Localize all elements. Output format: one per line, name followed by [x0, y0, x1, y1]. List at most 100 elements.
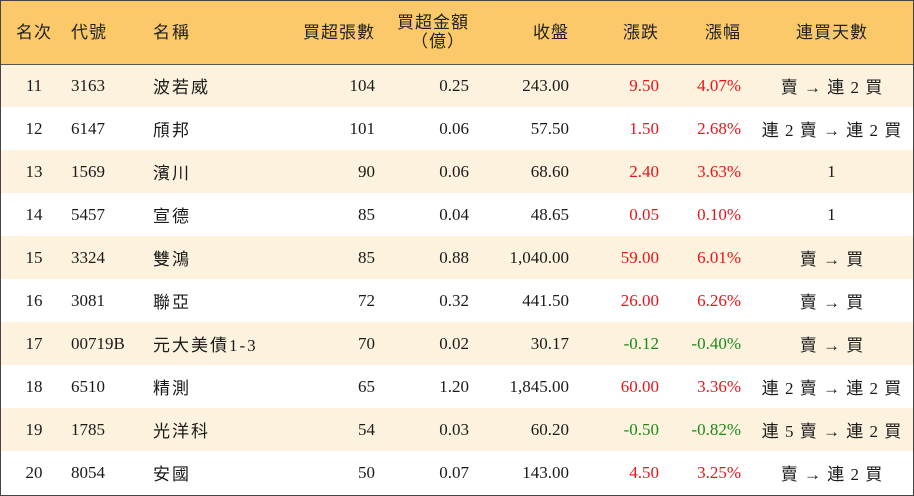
cell-net-lots: 72: [358, 290, 375, 310]
cell-pct: 6.26%: [697, 290, 741, 310]
cell-pct: -0.40%: [691, 333, 741, 353]
cell-name: 頎邦: [153, 121, 191, 140]
header-net-amount-line1: 買超金額: [397, 13, 469, 33]
cell-name: 波若威: [153, 78, 210, 98]
table-row: 17 00719B 元大美債1-3 70 0.02 30.17 -0.12 -0…: [1, 322, 913, 365]
cell-pct: 4.07%: [697, 75, 741, 95]
header-net-lots: 買超張數: [281, 1, 375, 65]
table-row: 15 3324 雙鴻 85 0.88 1,040.00 59.00 6.01% …: [1, 236, 913, 279]
cell-streak: 連 2 賣 → 連 2 買: [761, 121, 903, 140]
cell-streak: 賣 → 買: [799, 336, 865, 355]
table-row: 16 3081 聯亞 72 0.32 441.50 26.00 6.26% 賣 …: [1, 279, 913, 322]
cell-pct: 6.01%: [697, 247, 741, 267]
cell-net-amount: 0.88: [439, 247, 469, 267]
cell-streak: 連 5 賣 → 連 2 買: [761, 422, 903, 441]
cell-net-lots: 101: [349, 118, 376, 138]
cell-name: 聯亞: [153, 293, 191, 312]
cell-close: 30.17: [530, 333, 569, 353]
table-row: 12 6147 頎邦 101 0.06 57.50 1.50 2.68% 連 2…: [1, 107, 913, 150]
cell-streak: 賣 → 連 2 買: [780, 465, 884, 484]
cell-code: 6147: [71, 118, 105, 138]
cell-close: 441.50: [522, 290, 569, 310]
cell-code: 3081: [71, 290, 105, 310]
cell-name: 宣德: [153, 207, 191, 226]
cell-name: 安國: [153, 465, 191, 484]
cell-close: 1,040.00: [509, 247, 570, 267]
cell-change: -0.12: [623, 333, 659, 353]
header-name: 名稱: [147, 1, 281, 65]
table-row: 14 5457 宣德 85 0.04 48.65 0.05 0.10% 1: [1, 193, 913, 236]
table-row: 13 1569 濱川 90 0.06 68.60 2.40 3.63% 1: [1, 150, 913, 193]
cell-name: 精測: [153, 379, 191, 398]
cell-net-amount: 0.06: [439, 161, 469, 181]
header-code: 代號: [67, 1, 147, 65]
cell-streak: 賣 → 買: [799, 293, 865, 312]
cell-change: 9.50: [629, 75, 659, 95]
cell-net-lots: 104: [349, 75, 376, 95]
cell-net-amount: 0.07: [439, 462, 469, 482]
cell-rank: 16: [25, 290, 43, 310]
cell-streak: 連 2 賣 → 連 2 買: [761, 379, 903, 398]
cell-pct: 0.10%: [697, 204, 741, 224]
cell-rank: 11: [25, 75, 43, 95]
table-body: 11 3163 波若威 104 0.25 243.00 9.50 4.07% 賣…: [1, 64, 913, 494]
header-close: 收盤: [479, 1, 569, 65]
cell-close: 1,845.00: [509, 376, 570, 396]
table-row: 19 1785 光洋科 54 0.03 60.20 -0.50 -0.82% 連…: [1, 408, 913, 451]
cell-streak: 1: [827, 161, 837, 181]
cell-change: 0.05: [629, 204, 659, 224]
cell-name: 元大美債1-3: [153, 336, 258, 355]
cell-net-lots: 85: [358, 247, 375, 267]
table-row: 11 3163 波若威 104 0.25 243.00 9.50 4.07% 賣…: [1, 64, 913, 107]
cell-change: -0.50: [623, 419, 659, 439]
cell-net-lots: 70: [358, 333, 375, 353]
cell-streak: 1: [827, 204, 837, 224]
cell-close: 57.50: [530, 118, 569, 138]
cell-code: 3163: [71, 75, 105, 95]
header-change: 漲跌: [569, 1, 659, 65]
cell-name: 雙鴻: [153, 250, 191, 269]
cell-net-lots: 85: [358, 204, 375, 224]
cell-code: 00719B: [71, 333, 125, 353]
table-row: 20 8054 安國 50 0.07 143.00 4.50 3.25% 賣 →…: [1, 451, 913, 494]
cell-net-lots: 54: [358, 419, 375, 439]
cell-name: 光洋科: [153, 422, 210, 441]
cell-pct: 3.63%: [697, 161, 741, 181]
cell-net-amount: 0.02: [439, 333, 469, 353]
header-pct: 漲幅: [659, 1, 751, 65]
cell-close: 60.20: [530, 419, 569, 439]
cell-rank: 17: [25, 333, 43, 353]
cell-net-lots: 90: [358, 161, 375, 181]
cell-net-lots: 50: [358, 462, 375, 482]
cell-net-lots: 65: [358, 376, 375, 396]
cell-rank: 15: [25, 247, 43, 267]
cell-rank: 13: [25, 161, 43, 181]
cell-change: 1.50: [629, 118, 659, 138]
cell-code: 8054: [71, 462, 105, 482]
cell-pct: 3.25%: [697, 462, 741, 482]
cell-close: 243.00: [522, 75, 569, 95]
cell-pct: 3.36%: [697, 376, 741, 396]
cell-change: 4.50: [629, 462, 659, 482]
cell-close: 48.65: [530, 204, 569, 224]
cell-change: 59.00: [620, 247, 659, 267]
cell-close: 68.60: [530, 161, 569, 181]
cell-change: 2.40: [629, 161, 659, 181]
header-net-amount: 買超金額 （億）: [375, 1, 479, 65]
cell-net-amount: 0.03: [439, 419, 469, 439]
cell-name: 濱川: [153, 164, 191, 183]
header-net-amount-line2: （億）: [411, 32, 465, 52]
cell-change: 60.00: [620, 376, 659, 396]
cell-code: 6510: [71, 376, 105, 396]
cell-net-amount: 0.25: [439, 75, 469, 95]
cell-code: 1569: [71, 161, 105, 181]
cell-net-amount: 0.06: [439, 118, 469, 138]
cell-code: 3324: [71, 247, 105, 267]
cell-net-amount: 1.20: [439, 376, 469, 396]
cell-close: 143.00: [522, 462, 569, 482]
cell-rank: 12: [25, 118, 43, 138]
table-header: 名次 代號 名稱 買超張數 買超金額 （億） 收盤 漲跌 漲幅 連買天數: [1, 1, 913, 65]
cell-net-amount: 0.32: [439, 290, 469, 310]
